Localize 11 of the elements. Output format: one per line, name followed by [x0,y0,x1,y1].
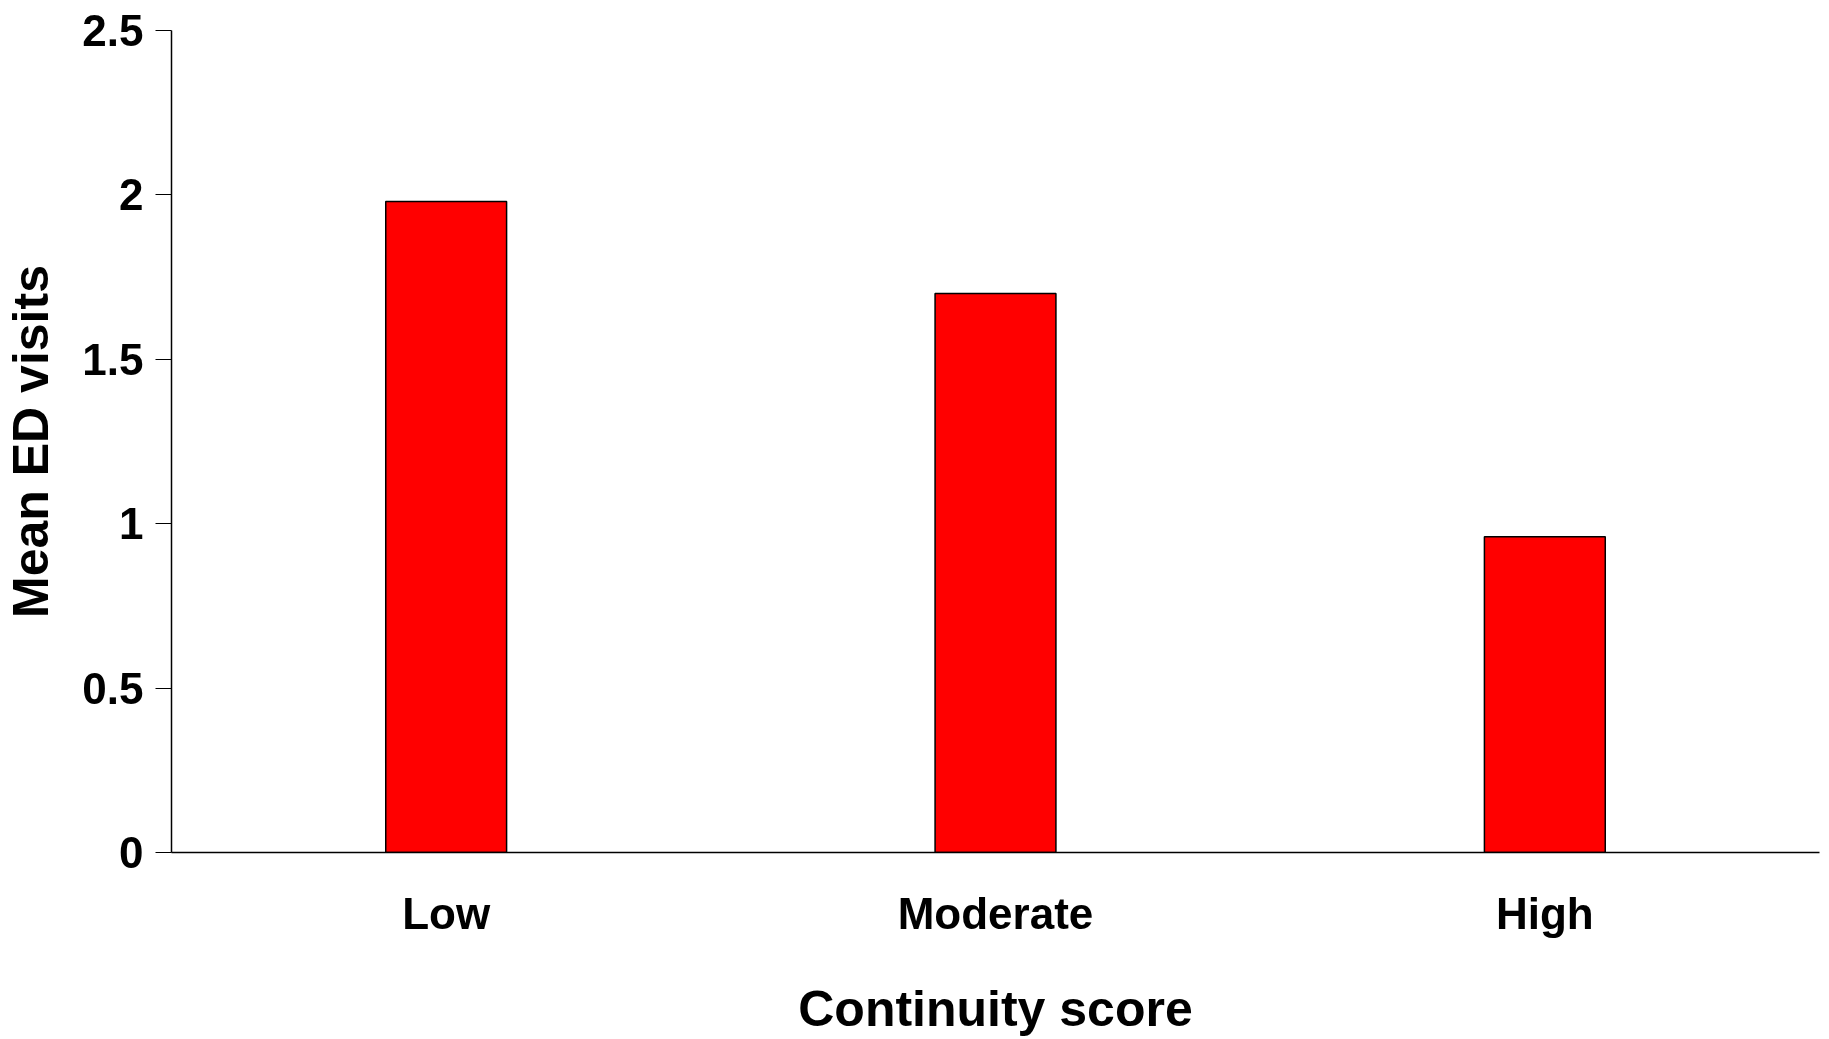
y-tick-label: 0.5 [82,663,144,713]
x-tick-label: High [1495,888,1594,938]
y-tick-label: 1.5 [82,334,144,384]
y-tick-label: 0 [119,828,144,877]
x-axis-title: Continuity score [798,980,1193,1037]
y-tick-label: 1 [119,499,144,549]
y-tick-label: 2.5 [82,6,144,55]
x-tick-label: Moderate [897,888,1094,938]
x-tick-label: Low [402,888,491,938]
y-tick-label: 2 [119,170,144,220]
y-axis-title: Mean ED visits [3,265,60,618]
